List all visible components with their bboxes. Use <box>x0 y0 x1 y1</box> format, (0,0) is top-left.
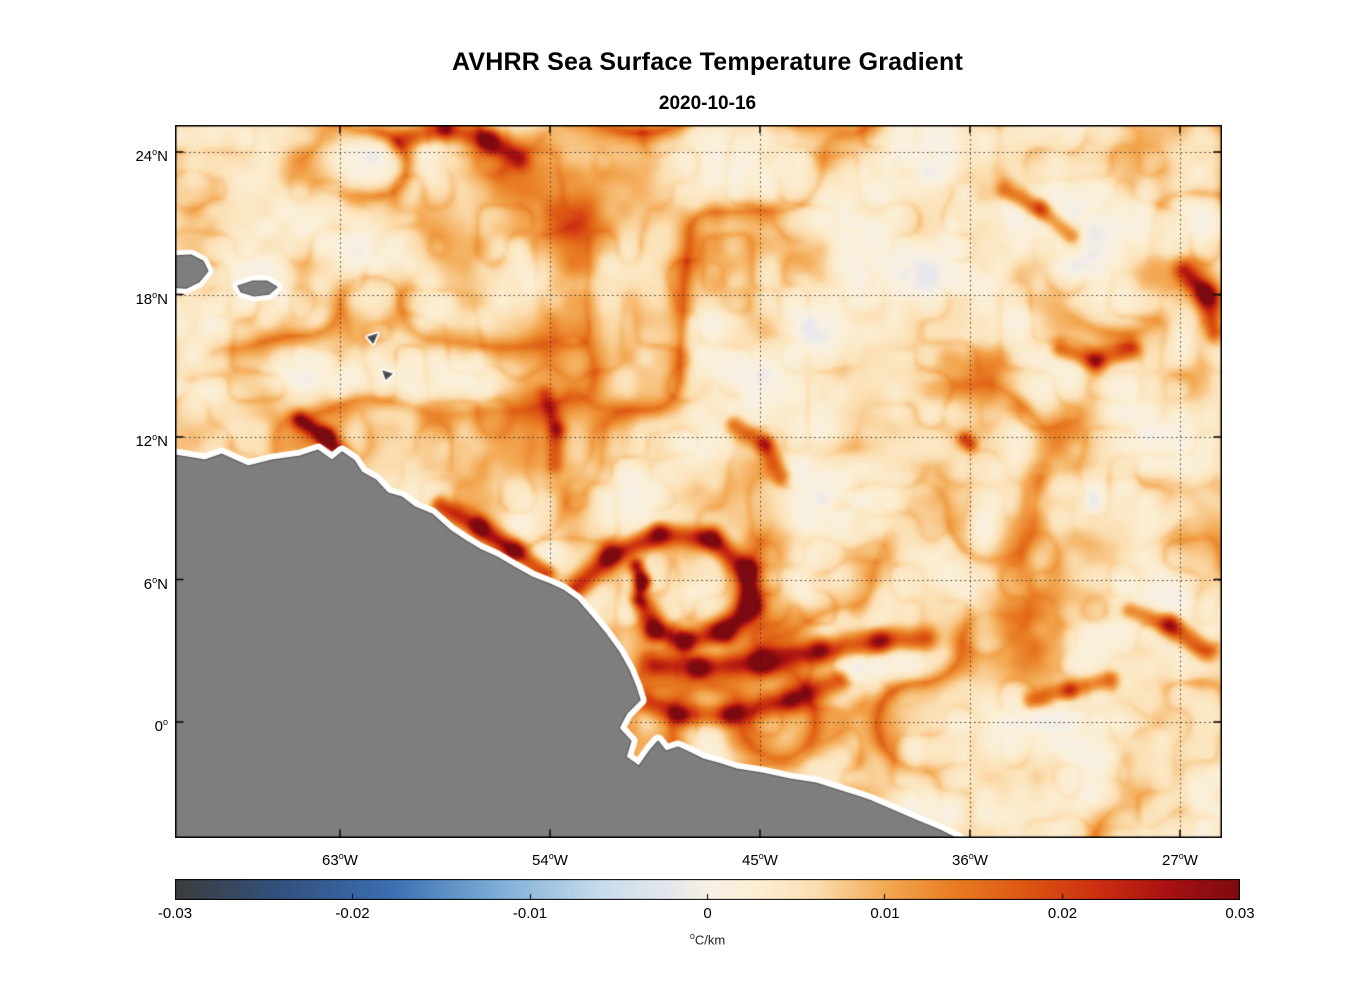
y-tick-label: 24oN <box>135 147 168 166</box>
colorbar-tick-label: -0.03 <box>157 905 193 922</box>
colorbar-tick-label: 0.03 <box>1225 905 1255 922</box>
x-tick-label: 54oW <box>532 851 568 869</box>
colorbar-label: oC/km <box>175 931 1240 947</box>
sst-gradient-map <box>175 125 1222 838</box>
colorbar-tick-label: 0.02 <box>1047 905 1078 922</box>
y-tick-label: 6oN <box>143 574 168 593</box>
x-tick-label: 45oW <box>742 851 778 869</box>
chart-title: AVHRR Sea Surface Temperature Gradient <box>452 48 963 76</box>
y-tick-label: 18oN <box>135 289 168 308</box>
y-tick-label: 0o <box>154 717 168 736</box>
colorbar-tick-label: -0.01 <box>512 905 548 922</box>
y-tick-label: 12oN <box>135 432 168 451</box>
colorbar <box>175 879 1240 900</box>
x-tick-label: 27oW <box>1162 851 1198 869</box>
colorbar-tick-label: 0.01 <box>870 905 900 922</box>
colorbar-tick-label: -0.02 <box>335 905 370 922</box>
colorbar-tick-label: 0 <box>703 905 712 922</box>
x-tick-label: 63oW <box>322 851 358 869</box>
x-tick-label: 36oW <box>952 851 988 869</box>
degree-symbol: o <box>689 931 695 941</box>
colorbar-unit-text: C/km <box>694 932 726 948</box>
chart-subtitle: 2020-10-16 <box>658 93 757 114</box>
